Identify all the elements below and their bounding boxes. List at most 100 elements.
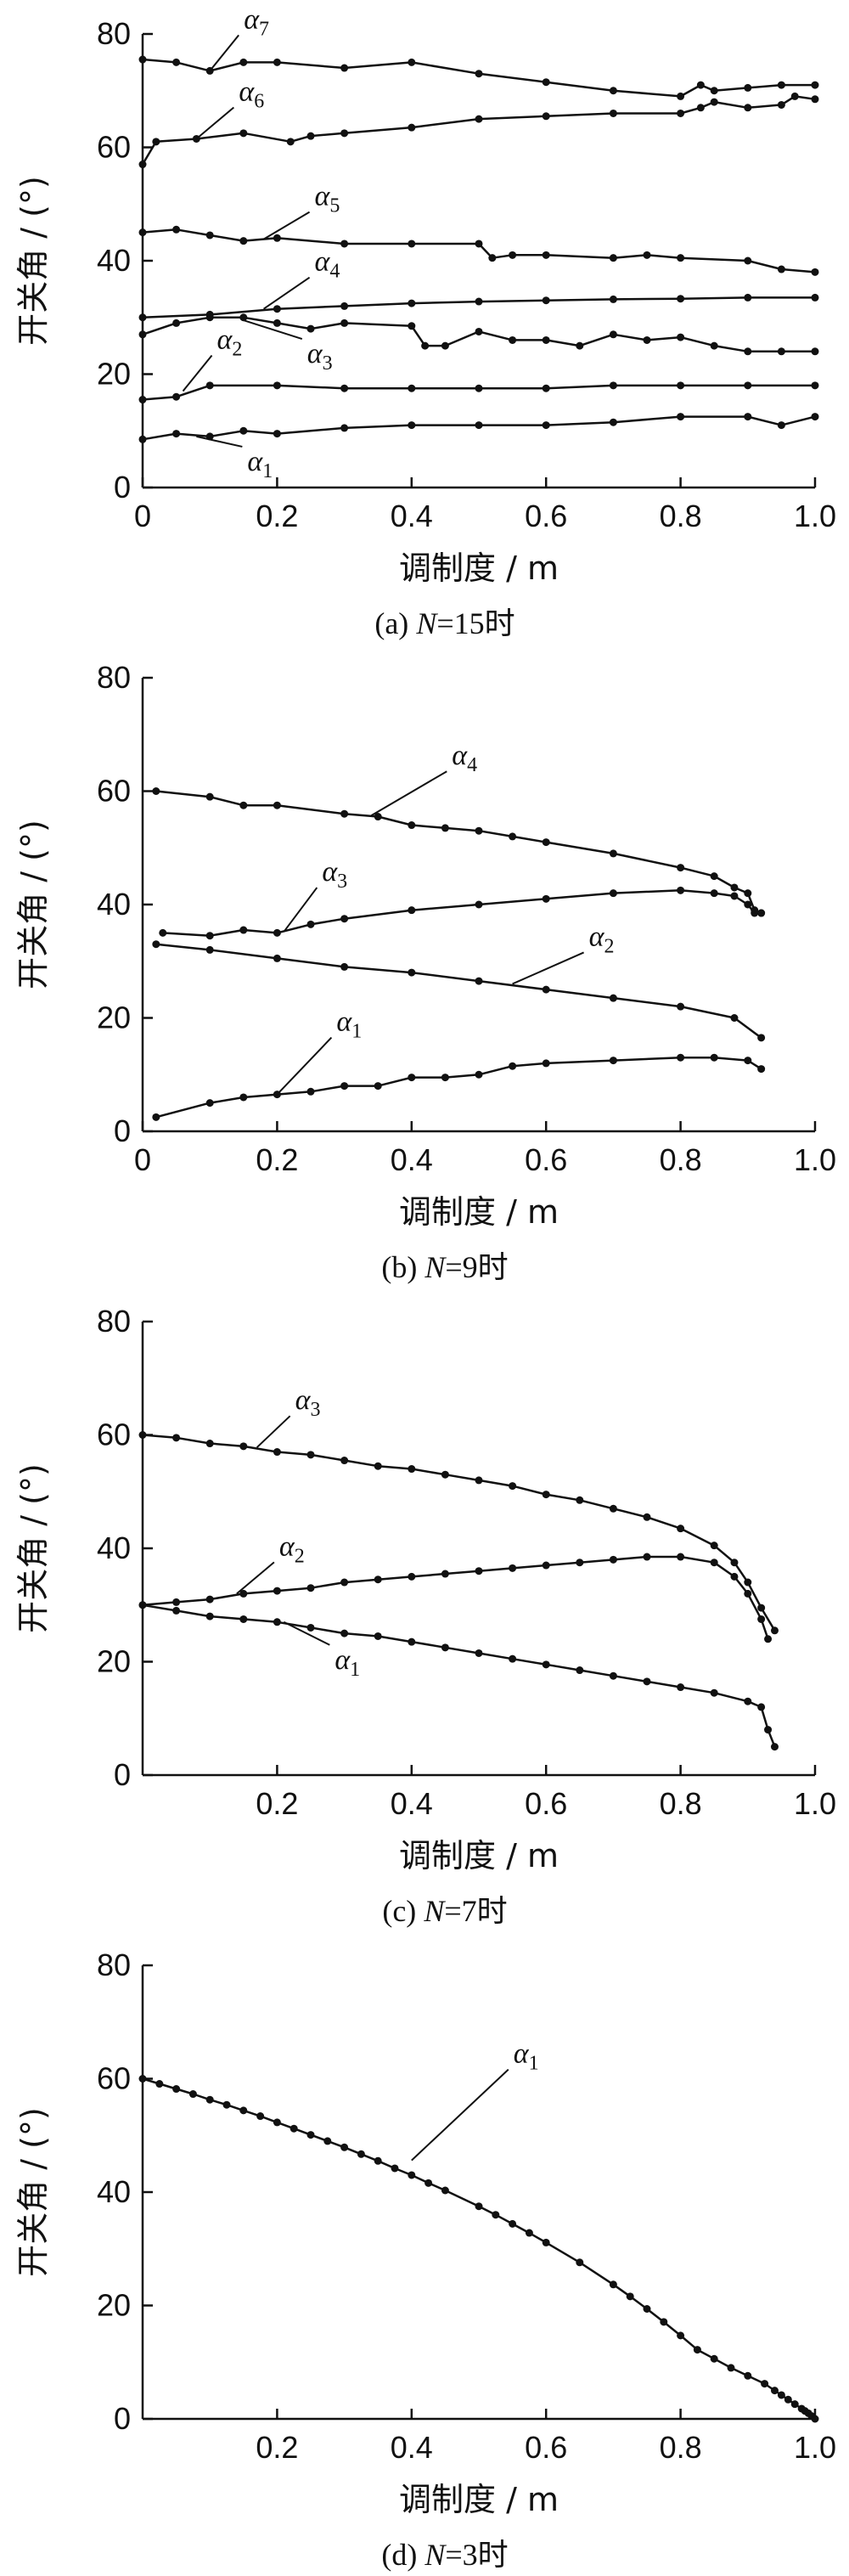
data-point [576, 1559, 584, 1567]
data-point [542, 384, 550, 392]
data-point [138, 313, 147, 322]
y-tick-label: 60 [97, 130, 131, 165]
data-point [811, 413, 819, 421]
chart-panel-a: 0 20 40 60 80 0 0.2 0.4 0.6 0.8 1.0 调制度 / m 开关角 / (°… [0, 0, 849, 644]
data-point [172, 58, 181, 66]
data-point [677, 864, 685, 872]
data-point [408, 2171, 416, 2179]
data-point [374, 1632, 382, 1640]
y-tick-label: 0 [114, 1757, 131, 1792]
y-tick-label: 60 [97, 2061, 131, 2096]
data-point [138, 161, 147, 169]
data-point [609, 1671, 617, 1680]
data-point [391, 2164, 399, 2173]
data-point [811, 347, 819, 356]
data-point [306, 920, 315, 928]
data-point [811, 381, 819, 390]
data-point [340, 129, 349, 138]
data-point [710, 2354, 718, 2363]
series-label-leader [512, 951, 585, 985]
y-tick-label: 20 [97, 2288, 131, 2323]
data-point [475, 826, 483, 835]
series-label: α3 [307, 338, 333, 375]
data-point [424, 2179, 433, 2187]
data-point [138, 55, 147, 64]
data-point [777, 347, 785, 356]
data-point [205, 2095, 214, 2104]
data-point [710, 872, 718, 881]
data-point [777, 81, 785, 89]
data-point [421, 341, 430, 350]
data-point [138, 2075, 147, 2083]
y-tick-label: 40 [97, 243, 131, 278]
series-label: α6 [239, 76, 264, 112]
y-tick-label: 80 [97, 1948, 131, 1982]
data-point [609, 1504, 617, 1513]
data-point [323, 2137, 332, 2145]
data-point [205, 932, 214, 940]
data-point [188, 2090, 197, 2099]
data-point [730, 1014, 739, 1022]
series-label-leader [276, 1036, 333, 1096]
data-point [475, 297, 483, 306]
data-point [677, 886, 685, 894]
data-point [744, 1589, 752, 1598]
data-point [744, 900, 752, 909]
y-axis-title: 开关角 / (°) [14, 2107, 52, 2277]
data-point [205, 310, 214, 318]
data-point [408, 1572, 416, 1581]
x-tick-label: 0.6 [525, 499, 567, 533]
data-point [757, 1065, 766, 1074]
data-point [273, 381, 281, 390]
data-point [609, 889, 617, 898]
data-point [340, 1457, 349, 1465]
series-label: α1 [514, 2038, 539, 2075]
data-point [730, 1559, 739, 1567]
series-label-leader [256, 1415, 291, 1448]
x-tick-label: 0.6 [525, 1786, 567, 1821]
data-point [542, 335, 550, 344]
x-tick-label: 0.2 [256, 499, 298, 533]
data-point [273, 234, 281, 242]
series-label: α3 [322, 856, 347, 893]
x-tick-label: 0.8 [660, 1786, 702, 1821]
data-point [727, 2364, 735, 2372]
data-point [475, 1476, 483, 1485]
series-line-α1 [155, 1056, 762, 1119]
data-point [239, 313, 248, 322]
data-point [475, 421, 483, 430]
data-point [152, 138, 160, 146]
data-point [408, 58, 416, 66]
x-tick-label: 0.8 [660, 2430, 702, 2465]
data-point [710, 98, 718, 106]
x-axis-title: 调制度 / m [399, 2481, 559, 2518]
data-point [172, 2085, 181, 2094]
data-point [609, 2280, 617, 2289]
data-point [677, 1525, 685, 1533]
figure-caption: (c) N=7时 [382, 1894, 507, 1928]
data-point [306, 1451, 315, 1459]
data-point [770, 2387, 779, 2395]
data-point [239, 1093, 248, 1102]
data-point [357, 2150, 365, 2158]
data-point [408, 421, 416, 430]
x-axis-title: 调制度 / m [399, 1837, 559, 1874]
data-point [677, 295, 685, 303]
y-tick-label: 0 [114, 1113, 131, 1148]
data-point [172, 318, 181, 327]
data-point [306, 132, 315, 140]
data-point [408, 123, 416, 132]
data-point [509, 335, 517, 344]
data-point [542, 112, 550, 121]
y-tick-label: 80 [97, 660, 131, 695]
series-label-leader [195, 106, 235, 140]
series-label-leader [236, 1561, 275, 1595]
data-point [710, 1688, 718, 1697]
data-point [761, 2380, 769, 2388]
data-point [811, 95, 819, 104]
data-point [374, 1462, 382, 1470]
data-point [340, 962, 349, 971]
x-tick-label: 0 [134, 499, 151, 533]
data-point [542, 1059, 550, 1068]
data-point [677, 413, 685, 421]
